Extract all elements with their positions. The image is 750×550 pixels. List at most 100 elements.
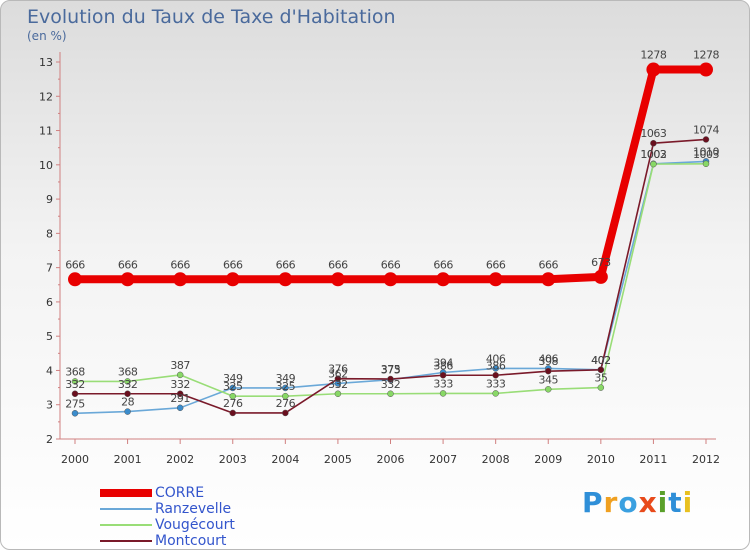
data-label: 373 — [381, 364, 401, 377]
y-tick-label: 7 — [46, 262, 53, 275]
data-point — [229, 384, 236, 392]
data-label: 402 — [591, 354, 611, 367]
data-point — [439, 372, 447, 379]
data-label: 333 — [486, 377, 506, 390]
data-label: 666 — [170, 258, 190, 271]
data-point — [282, 392, 289, 400]
logo-letter: o — [618, 486, 639, 519]
data-label: 402 — [591, 354, 611, 367]
data-point — [436, 272, 451, 287]
data-point — [334, 390, 342, 398]
data-label: 406 — [539, 352, 559, 365]
data-point — [492, 372, 499, 379]
logo-letter: P — [582, 486, 604, 519]
data-label: 368 — [118, 365, 138, 378]
data-point — [68, 272, 82, 287]
logo-letter: i — [682, 486, 694, 519]
data-label: 1010 — [693, 145, 719, 158]
data-point — [176, 390, 184, 398]
legend-swatch — [100, 540, 152, 542]
data-point — [597, 366, 605, 374]
data-label: 276 — [276, 397, 296, 410]
legend-item: CORRE — [100, 485, 235, 501]
data-label: 394 — [433, 357, 453, 370]
data-label: 332 — [170, 378, 190, 391]
legend-item: Vougécourt — [100, 517, 235, 533]
data-label: 666 — [539, 258, 559, 271]
data-point — [278, 272, 293, 287]
data-label: 332 — [118, 378, 138, 391]
data-point — [124, 408, 131, 415]
data-point — [229, 392, 236, 400]
data-label: 666 — [65, 258, 85, 271]
x-tick-label: 2003 — [219, 453, 247, 466]
data-label: 1074 — [693, 123, 719, 136]
data-label: 386 — [433, 359, 453, 372]
y-tick-label: 12 — [39, 90, 53, 103]
data-point — [545, 367, 552, 375]
data-point — [383, 272, 398, 287]
data-label: 406 — [486, 352, 506, 365]
data-point — [124, 390, 131, 398]
data-point — [593, 269, 608, 284]
data-point — [173, 272, 188, 287]
data-point — [702, 136, 710, 143]
x-tick-label: 2010 — [587, 453, 615, 466]
x-tick-label: 2006 — [377, 453, 405, 466]
legend-label: CORRE — [155, 485, 205, 501]
data-label: 666 — [381, 258, 401, 271]
data-point — [492, 390, 499, 397]
data-point — [545, 386, 552, 393]
data-point — [488, 272, 503, 287]
data-label: 1003 — [693, 148, 719, 161]
x-tick-label: 2008 — [482, 453, 510, 466]
data-label: 368 — [65, 365, 85, 378]
data-point — [334, 375, 342, 382]
data-label: 332 — [65, 378, 85, 391]
logo-letter: r — [603, 486, 619, 519]
y-tick-label: 8 — [46, 227, 53, 240]
data-point — [699, 62, 713, 77]
data-label: 332 — [381, 378, 401, 391]
y-tick-label: 6 — [46, 296, 53, 309]
logo-letter: x — [638, 486, 658, 519]
data-label: 35 — [594, 372, 607, 385]
data-label: 276 — [223, 397, 243, 410]
data-point — [492, 365, 499, 372]
data-point — [650, 160, 657, 168]
series-line-0 — [71, 65, 710, 284]
data-point — [282, 384, 289, 392]
data-label: 332 — [328, 378, 348, 391]
x-tick-label: 2011 — [639, 453, 667, 466]
legend-label: Montcourt — [155, 533, 227, 549]
y-tick-label: 9 — [46, 193, 53, 206]
data-label: 275 — [65, 397, 85, 410]
x-tick-label: 2002 — [166, 453, 194, 466]
data-label: 333 — [433, 377, 453, 390]
data-label: 345 — [539, 373, 559, 386]
data-point — [225, 272, 240, 287]
data-point — [176, 371, 184, 379]
legend-label: Vougécourt — [155, 517, 235, 533]
data-point — [229, 409, 236, 417]
data-label: 349 — [276, 372, 296, 385]
data-label: 387 — [170, 359, 190, 372]
data-point — [439, 390, 447, 397]
data-point — [597, 384, 605, 391]
x-tick-label: 2001 — [114, 453, 142, 466]
data-label: 376 — [328, 363, 348, 376]
data-point — [387, 390, 394, 398]
legend-item: Montcourt — [100, 533, 235, 549]
y-tick-label: 10 — [39, 159, 53, 172]
data-point — [176, 404, 184, 412]
y-tick-label: 11 — [39, 125, 53, 138]
data-label: 349 — [223, 372, 243, 385]
data-label: 1278 — [640, 49, 666, 62]
data-point — [541, 272, 556, 287]
data-label: 325 — [276, 380, 296, 393]
data-point — [71, 378, 79, 385]
data-label: 375 — [381, 363, 401, 376]
data-label: 666 — [328, 258, 348, 271]
data-label: 1003 — [640, 148, 666, 161]
